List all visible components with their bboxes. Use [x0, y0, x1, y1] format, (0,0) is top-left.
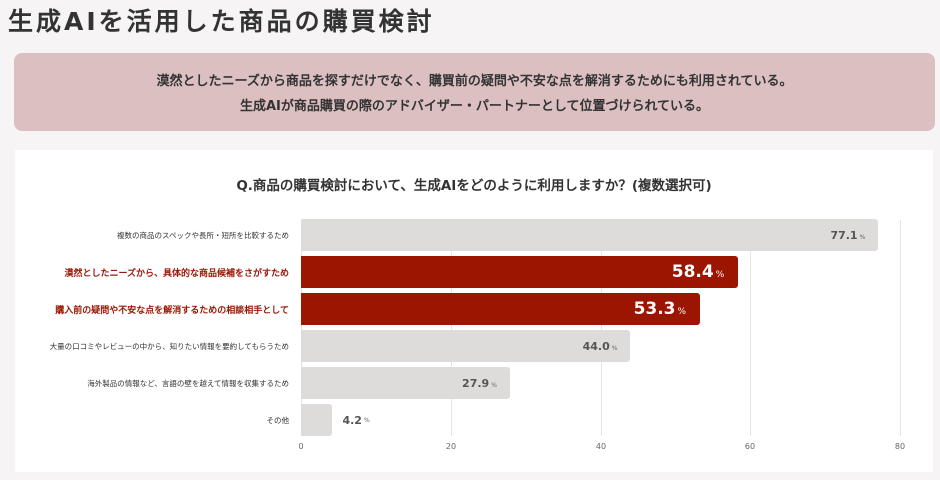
value-unit: %: [859, 233, 866, 241]
value-label: 4.2 %: [342, 404, 369, 436]
category-label: 大量の口コミやレビューの中から、知りたい情報を要約してもらうため: [49, 341, 289, 351]
x-tick-label: 20: [445, 442, 457, 451]
bar-row: 大量の口コミやレビューの中から、知りたい情報を要約してもらうため 44.0 %: [50, 330, 921, 362]
value-unit: %: [677, 307, 687, 317]
x-tick-label: 0: [298, 442, 304, 451]
summary-line-1: 漠然としたニーズから商品を探すだけでなく、購買前の疑問や不安な点を解消するために…: [156, 74, 793, 89]
bar: 77.1 %: [301, 219, 879, 251]
value-unit: %: [363, 416, 370, 424]
bar-row: 海外製品の情報など、言語の壁を越えて情報を収集するため 27.9 %: [87, 367, 921, 399]
value-number: 53.3: [633, 299, 676, 319]
x-tick-label: 40: [595, 442, 607, 451]
category-label: 複数の商品のスペックや長所・短所を比較するため: [117, 230, 289, 240]
category-label: 漠然としたニーズから、具体的な商品候補をさがすため: [64, 268, 289, 279]
bar-row: 購入前の疑問や不安な点を解消するための相談相手として 53.3 %: [55, 293, 921, 325]
category-label: 海外製品の情報など、言語の壁を越えて情報を収集するため: [87, 378, 289, 388]
page-title: 生成AIを活用した商品の購買検討: [8, 7, 435, 36]
value-label: 58.4 %: [672, 262, 725, 282]
gridline-80: [900, 220, 901, 436]
value-unit: %: [491, 381, 497, 389]
bar-row: 複数の商品のスペックや長所・短所を比較するため 77.1 %: [117, 219, 921, 251]
bar: 53.3 %: [301, 293, 701, 325]
chart-title: Q.商品の購買検討において、生成AIをどのように利用しますか？(複数選択可): [236, 178, 712, 194]
summary-box: 漠然としたニーズから商品を探すだけでなく、購買前の疑問や不安な点を解消するために…: [14, 53, 935, 131]
value-number: 4.2: [342, 413, 362, 427]
bar-row: その他 4.2 %: [267, 404, 921, 436]
summary-line-2: 生成AIが商品購買の際のアドバイザー・パートナーとして位置づけられている。: [239, 99, 710, 114]
category-label: 購入前の疑問や不安な点を解消するための相談相手として: [55, 305, 289, 316]
x-tick-label: 80: [894, 442, 906, 451]
gridline-60: [750, 220, 751, 436]
value-label: 53.3 %: [634, 299, 687, 319]
gridline-0: [301, 220, 302, 436]
bar: [301, 404, 333, 436]
gridline-20: [451, 220, 452, 436]
gridline-40: [601, 220, 602, 436]
bar: 27.9 %: [301, 367, 510, 399]
bar-chart: 0 20 40 60 80 複数の商品のスペックや長所・短所を比較するため 77…: [50, 216, 921, 451]
value-number: 44.0: [582, 339, 610, 353]
value-unit: %: [715, 270, 725, 280]
bar: 44.0 %: [301, 330, 631, 362]
chart-card: Q.商品の購買検討において、生成AIをどのように利用しますか？(複数選択可) 0…: [15, 150, 933, 472]
value-number: 58.4: [671, 262, 714, 282]
value-unit: %: [611, 344, 618, 352]
x-tick-label: 60: [744, 442, 756, 451]
category-label: その他: [266, 415, 290, 425]
value-label: 27.9 %: [462, 377, 497, 390]
value-label: 44.0 %: [583, 340, 618, 353]
bar-row: 漠然としたニーズから、具体的な商品候補をさがすため 58.4 %: [64, 256, 921, 288]
value-label: 77.1 %: [830, 229, 865, 242]
value-number: 27.9: [462, 376, 490, 390]
value-number: 77.1: [830, 228, 858, 242]
bar: 58.4 %: [301, 256, 739, 288]
